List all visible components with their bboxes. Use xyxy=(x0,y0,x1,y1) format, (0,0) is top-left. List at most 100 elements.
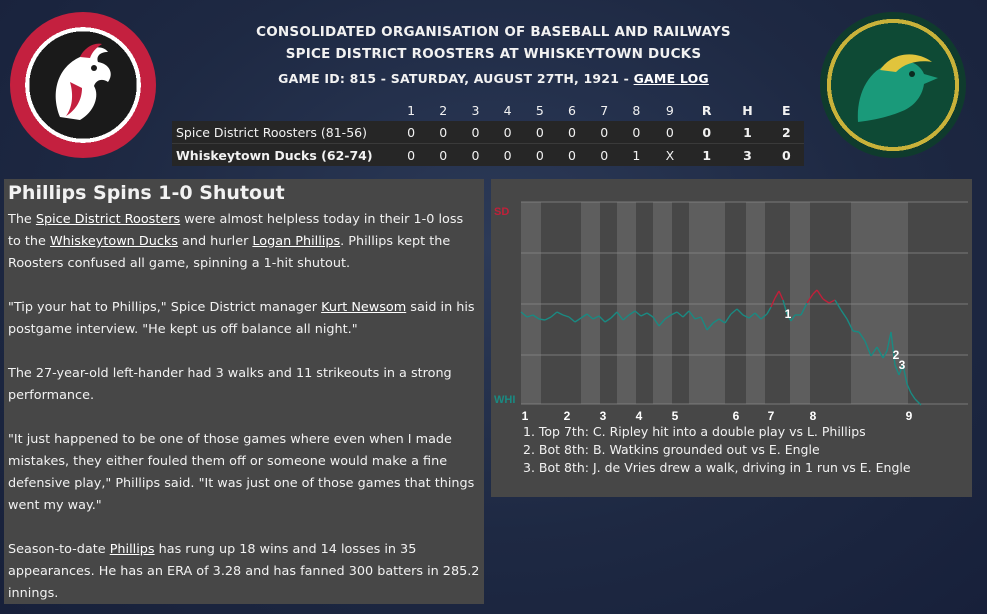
roosters-logo xyxy=(10,12,156,158)
linescore-cell: 0 xyxy=(781,147,791,163)
story-text: . Phillips kept the Roosters confused al… xyxy=(8,234,451,271)
linescore-cell: 0 xyxy=(568,147,576,163)
linescore-cell: 0 xyxy=(652,121,688,144)
win-probability-notes: 1. Top 7th: C. Ripley hit into a double … xyxy=(523,423,911,477)
win-probability-line xyxy=(778,290,784,301)
inning-label: 1 xyxy=(522,409,529,423)
win-probability-line xyxy=(706,322,714,331)
story-text: has rung up 18 wins and 14 losses in 35 … xyxy=(8,542,480,601)
half-inning-band xyxy=(581,202,600,404)
linescore-header-cell: H xyxy=(742,102,753,118)
event-note: 2. Bot 8th: B. Watkins grounded out vs E… xyxy=(523,442,820,457)
linescore-team-name: Spice District Roosters (81-56) xyxy=(172,121,395,144)
win-probability-line xyxy=(682,310,690,318)
linescore-cell: 1 xyxy=(702,147,712,163)
half-inning-band xyxy=(746,202,765,404)
linescore-cell: X xyxy=(665,147,675,163)
win-probability-line xyxy=(770,297,776,308)
win-probability-line xyxy=(628,310,636,316)
win-probability-line xyxy=(592,315,600,320)
linescore-row: Spice District Roosters (81-56) 0 0 0 0 0 0 0 0 0… xyxy=(172,121,804,144)
win-probability-line xyxy=(658,318,666,327)
linescore-cell: 3 xyxy=(743,147,752,163)
linescore-cell: 0 xyxy=(439,147,448,163)
story-text: The xyxy=(8,212,36,227)
linescore-cell: 0 xyxy=(687,121,727,144)
half-inning-band xyxy=(790,202,810,404)
linescore-team-name: Whiskeytown Ducks (62-74) xyxy=(176,147,373,163)
win-probability-line xyxy=(812,289,818,295)
game-story-panel: Phillips Spins 1-0 Shutout The Spice Dis… xyxy=(4,179,484,604)
rooster-icon xyxy=(55,43,111,120)
win-probability-line xyxy=(886,331,892,352)
win-probability-line xyxy=(520,311,528,318)
win-probability-line xyxy=(800,302,808,316)
linescore-header-cell: 9 xyxy=(665,102,674,118)
linescore-header-cell: 8 xyxy=(632,102,641,118)
team-link-ducks[interactable]: Whiskeytown Ducks xyxy=(49,234,178,249)
linescore-cell: 0 xyxy=(588,121,621,144)
story-paragraph: "Tip your hat to Phillips," Spice Distri… xyxy=(8,297,480,341)
win-probability-line xyxy=(646,312,654,318)
ducks-logo xyxy=(820,12,966,158)
linescore-header-cell: 6 xyxy=(568,102,576,118)
win-probability-line xyxy=(846,318,854,332)
player-link-phillips[interactable]: Logan Phillips xyxy=(252,234,341,249)
win-probability-line xyxy=(754,312,762,320)
win-probability-line xyxy=(894,364,900,376)
win-probability-line xyxy=(694,316,702,320)
win-probability-line xyxy=(898,364,904,376)
linescore-cell: 1 xyxy=(726,121,769,144)
win-probability-line xyxy=(914,398,922,406)
linescore-header-team xyxy=(172,99,395,121)
matchup-title: SPICE DISTRICT ROOSTERS AT WHISKEYTOWN D… xyxy=(285,46,702,62)
linescore-header-cell: 7 xyxy=(600,102,609,118)
half-inning-band xyxy=(851,202,908,404)
inning-label: 7 xyxy=(768,409,775,423)
linescore-body: Spice District Roosters (81-56) 0 0 0 0 0 0 0 0 0… xyxy=(172,121,804,166)
team-link-roosters[interactable]: Spice District Roosters xyxy=(35,212,181,227)
win-probability-line xyxy=(712,318,720,324)
win-probability-line xyxy=(634,310,642,317)
inning-label: 6 xyxy=(733,409,740,423)
linescore-header-cell: E xyxy=(782,102,791,118)
inning-label: 8 xyxy=(810,409,817,423)
win-probability-line xyxy=(616,311,624,321)
win-probability-line xyxy=(580,313,588,319)
story-text: and hurler xyxy=(177,234,253,249)
win-probability-line xyxy=(574,317,582,323)
win-probability-line xyxy=(544,316,552,321)
win-probability-line xyxy=(816,289,824,300)
win-probability-line xyxy=(688,310,696,320)
win-probability-line xyxy=(718,318,726,324)
win-probability-line xyxy=(870,346,878,357)
win-probability-line xyxy=(806,293,814,304)
player-link-phillips-season[interactable]: Phillips xyxy=(109,542,155,557)
story-paragraph: The 27-year-old left-hander had 3 walks … xyxy=(8,366,452,403)
win-probability-line xyxy=(790,314,796,322)
game-log-link[interactable]: GAME LOG xyxy=(633,71,709,86)
win-probability-panel: SD WHI 1 2 3 4 5 6 7 8 9 1 2 3 1. Top 7th: C. Ripley … xyxy=(491,179,972,497)
story-text: "Tip your hat to Phillips," Spice Distri… xyxy=(8,300,322,315)
team-label-bottom: WHI xyxy=(494,394,515,406)
linescore-header-cell: 3 xyxy=(471,102,480,118)
win-probability-line xyxy=(864,340,872,357)
inning-label: 3 xyxy=(600,409,607,423)
event-marker: 3 xyxy=(899,358,906,372)
duck-icon xyxy=(857,54,938,122)
story-text: were almost helpless today in their 1-0 … xyxy=(8,212,464,249)
win-probability-line xyxy=(890,331,896,366)
story-paragraph: The Spice District Roosters were almost … xyxy=(8,209,480,275)
win-probability-line xyxy=(876,346,884,359)
game-info: GAME ID: 815 - SATURDAY, AUGUST 27TH, 19… xyxy=(0,71,987,86)
linescore-cell: 2 xyxy=(768,121,804,144)
half-inning-band xyxy=(689,202,725,404)
win-probability-line xyxy=(622,314,630,321)
linescore-cell: 0 xyxy=(459,121,492,144)
linescore-cell: 0 xyxy=(620,121,653,144)
event-note: 1. Top 7th: C. Ripley hit into a double … xyxy=(523,424,866,439)
manager-link-newsom[interactable]: Kurt Newsom xyxy=(321,300,407,315)
half-inning-band xyxy=(617,202,636,404)
